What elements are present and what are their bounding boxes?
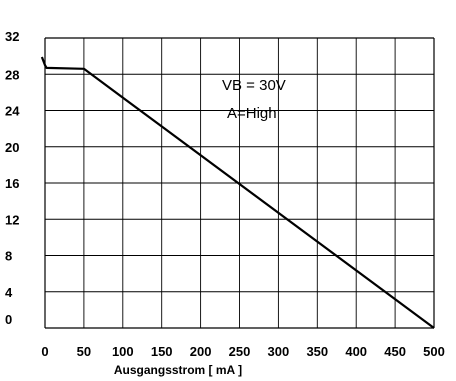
x-tick-label: 0 — [41, 344, 48, 359]
x-tick-label: 150 — [151, 344, 173, 359]
grid — [44, 37, 435, 329]
x-tick-label: 450 — [384, 344, 406, 359]
y-axis-ticks: 0 4 8 12 16 20 24 28 32 — [5, 29, 20, 327]
y-tick-label: 0 — [5, 312, 12, 327]
y-tick-label: 20 — [5, 140, 19, 155]
y-tick-label: 8 — [5, 249, 12, 264]
y-tick-label: 24 — [5, 104, 20, 119]
x-tick-label: 400 — [345, 344, 367, 359]
x-axis-label: Ausgangsstrom [ mA ] — [114, 363, 242, 377]
annotation-vb: VB = 30V — [222, 77, 286, 94]
x-tick-label: 250 — [229, 344, 251, 359]
y-tick-label: 16 — [5, 176, 19, 191]
y-tick-label: 32 — [5, 29, 19, 44]
annotation-a: A=High — [227, 105, 277, 122]
x-tick-label: 350 — [306, 344, 328, 359]
series-line — [40, 56, 435, 329]
x-tick-label: 50 — [77, 344, 91, 359]
y-tick-label: 28 — [5, 67, 19, 82]
y-tick-label: 4 — [5, 285, 13, 300]
series-layer — [40, 56, 435, 329]
x-tick-label: 300 — [268, 344, 290, 359]
y-tick-label: 12 — [5, 212, 19, 227]
x-axis-ticks: 0 50 100 150 200 250 300 350 400 450 500 — [41, 344, 444, 359]
x-tick-label: 500 — [423, 344, 445, 359]
x-tick-label: 200 — [190, 344, 212, 359]
x-tick-label: 100 — [112, 344, 134, 359]
